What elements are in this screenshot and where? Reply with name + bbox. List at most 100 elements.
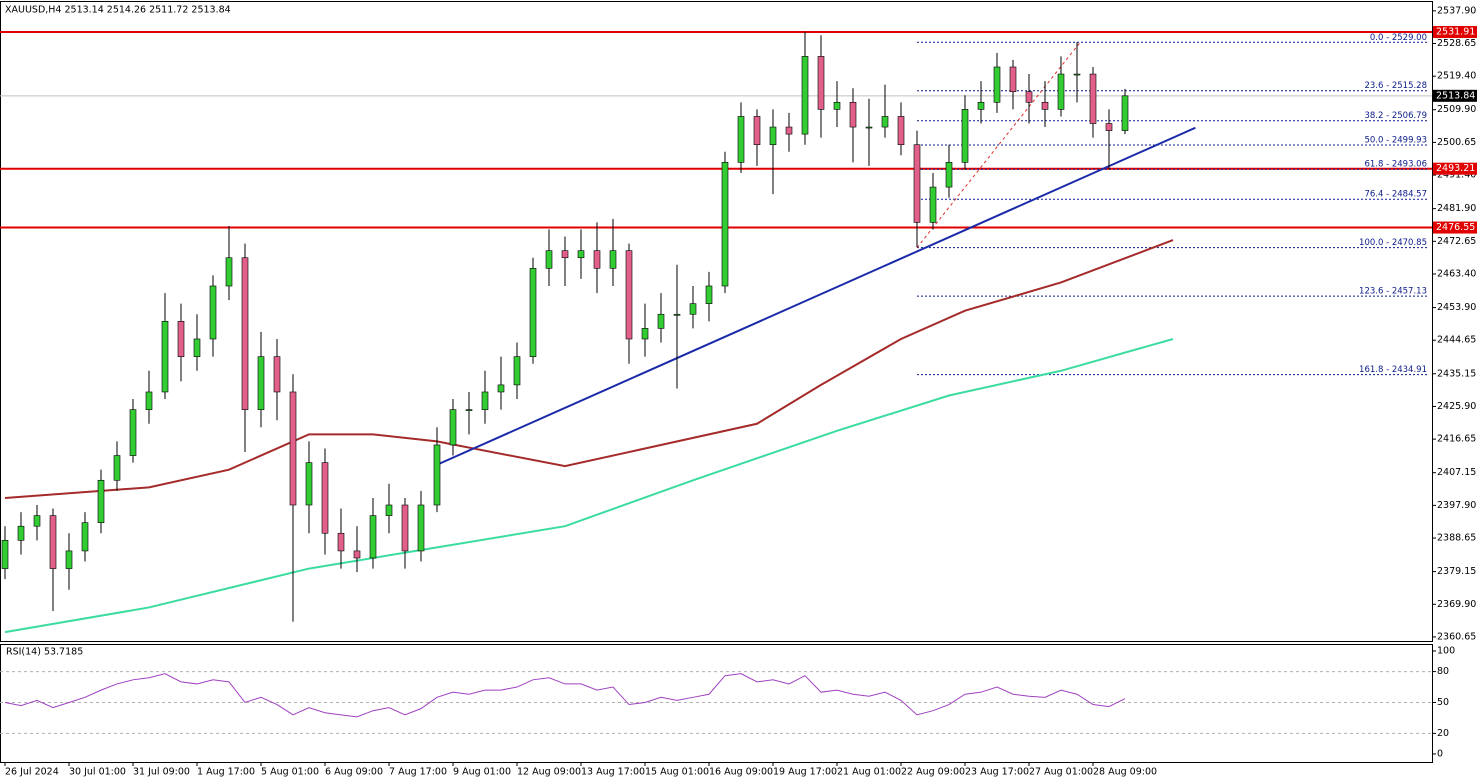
candle-body — [737, 116, 745, 163]
x-tick-label: 22 Aug 09:00 — [901, 767, 965, 778]
candle-body — [849, 102, 857, 128]
candle-body — [673, 313, 681, 316]
y-tick-label: 2407.15 — [1437, 467, 1476, 478]
candle-body — [657, 313, 665, 329]
x-tick-label: 21 Aug 01:00 — [837, 767, 901, 778]
candle-body — [913, 144, 921, 223]
y-tick-label: 2463.40 — [1437, 268, 1476, 279]
x-tick-label: 5 Aug 01:00 — [261, 767, 319, 778]
candle-body — [417, 504, 425, 552]
y-tick-label: 2444.65 — [1437, 335, 1476, 346]
x-tick-label: 1 Aug 17:00 — [197, 767, 255, 778]
level-box-label: 2476.55 — [1436, 222, 1475, 233]
x-tick-label: 15 Aug 01:00 — [645, 767, 709, 778]
rsi-line — [4, 673, 1126, 718]
candle-body — [97, 479, 105, 523]
y-tick-label: 2388.65 — [1437, 533, 1476, 544]
current-price-box — [1433, 89, 1477, 102]
candle-body — [145, 391, 153, 410]
fib-label: 123.6 - 2457.13 — [1359, 287, 1427, 297]
candle-body — [369, 515, 377, 559]
candle-body — [1009, 66, 1017, 93]
moving-average — [4, 338, 1174, 634]
chart-title: XAUUSD,H4 2513.14 2514.26 2511.72 2513.8… — [5, 5, 231, 16]
rsi-pane — [0, 644, 1433, 763]
candle-body — [1121, 95, 1129, 131]
candle-body — [1089, 73, 1097, 124]
candle-body — [401, 504, 409, 552]
y-tick-label: 2481.90 — [1437, 203, 1476, 214]
candle-body — [689, 303, 697, 315]
y-tick-label: 2369.90 — [1437, 599, 1476, 610]
fib-label: 76.4 - 2484.57 — [1364, 190, 1427, 200]
fib-label: 161.8 - 2434.91 — [1359, 365, 1427, 375]
candle-body — [353, 550, 361, 559]
x-tick-label: 7 Aug 17:00 — [389, 767, 447, 778]
candle-body — [433, 444, 441, 506]
candle-body — [833, 102, 841, 110]
x-tick-label: 30 Jul 01:00 — [69, 767, 126, 778]
y-tick-label: 2500.65 — [1437, 137, 1476, 148]
level-box — [1433, 162, 1477, 175]
rsi-tick-label: 50 — [1437, 697, 1449, 708]
candle-body — [577, 250, 585, 259]
x-tick-label: 28 Aug 09:00 — [1093, 767, 1157, 778]
candle-body — [865, 126, 873, 129]
candle-body — [497, 384, 505, 393]
candle-body — [881, 116, 889, 128]
candle-body — [49, 515, 57, 569]
candle-body — [801, 56, 809, 135]
candle-body — [465, 409, 473, 411]
candle-body — [449, 409, 457, 446]
fib-label: 61.8 - 2493.06 — [1364, 160, 1427, 170]
y-tick-label: 2425.90 — [1437, 401, 1476, 412]
y-tick-label: 2472.65 — [1437, 236, 1476, 247]
candle-body — [705, 285, 713, 304]
candle-body — [641, 328, 649, 340]
current-price-label: 2513.84 — [1436, 90, 1475, 101]
x-tick-label: 26 Jul 2024 — [5, 767, 59, 778]
candle-body — [289, 391, 297, 506]
candle-body — [481, 391, 489, 410]
candle-body — [129, 409, 137, 456]
candle-body — [1025, 91, 1033, 103]
candle-body — [929, 186, 937, 223]
y-tick-label: 2509.90 — [1437, 104, 1476, 115]
candle-body — [17, 525, 25, 541]
candle-body — [785, 126, 793, 135]
x-tick-label: 27 Aug 01:00 — [1029, 767, 1093, 778]
y-tick-label: 2379.15 — [1437, 566, 1476, 577]
candle-body — [1041, 102, 1049, 110]
candle-body — [113, 455, 121, 481]
candle-body — [161, 321, 169, 393]
x-tick-label: 23 Aug 17:00 — [965, 767, 1029, 778]
x-tick-label: 13 Aug 17:00 — [581, 767, 645, 778]
candle-body — [545, 250, 553, 269]
price-pane — [0, 1, 1433, 642]
y-tick-label: 2453.90 — [1437, 302, 1476, 313]
y-tick-label: 2397.90 — [1437, 500, 1476, 511]
fib-label: 50.0 - 2499.93 — [1364, 135, 1427, 145]
fib-label: 0.0 - 2529.00 — [1370, 33, 1427, 43]
fib-label: 23.6 - 2515.28 — [1364, 81, 1427, 91]
x-tick-label: 19 Aug 17:00 — [773, 767, 837, 778]
rsi-tick-label: 20 — [1437, 728, 1449, 739]
y-tick-label: 2528.65 — [1437, 38, 1476, 49]
y-tick-label: 2491.40 — [1437, 170, 1476, 181]
candle-body — [1057, 73, 1065, 110]
candle-body — [257, 356, 265, 410]
candle-body — [177, 321, 185, 357]
candle-body — [225, 257, 233, 287]
candle-body — [321, 462, 329, 534]
candle-body — [721, 162, 729, 287]
candle-body — [337, 532, 345, 552]
y-tick-label: 2537.90 — [1437, 5, 1476, 16]
candle-body — [561, 250, 569, 259]
rsi-tick-label: 80 — [1437, 666, 1449, 677]
candle-body — [65, 550, 73, 569]
level-box-label: 2531.91 — [1436, 26, 1475, 37]
x-tick-label: 6 Aug 09:00 — [325, 767, 383, 778]
candle-body — [193, 338, 201, 357]
level-box — [1433, 25, 1477, 38]
